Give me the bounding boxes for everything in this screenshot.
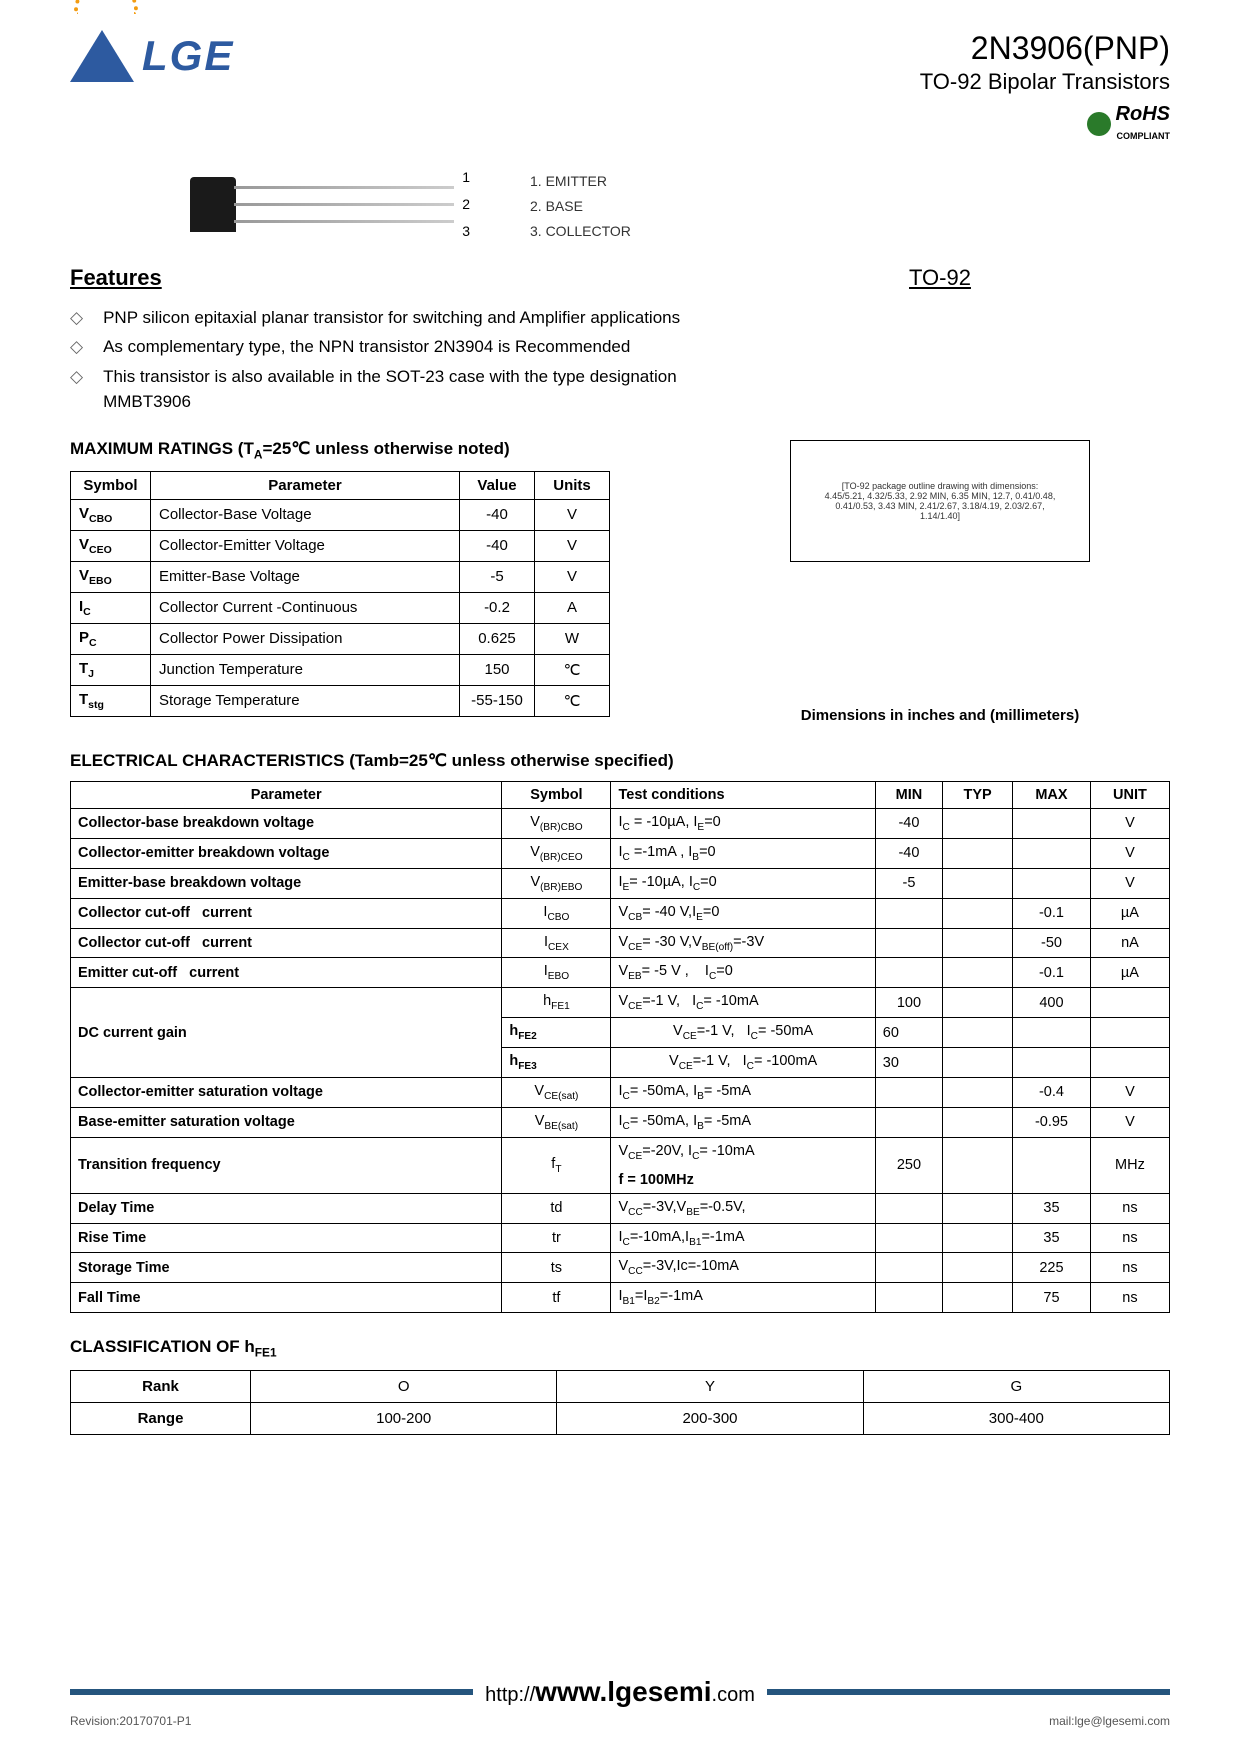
table-row: TJJunction Temperature150℃ — [71, 654, 610, 685]
header-right: 2N3906(PNP) TO-92 Bipolar Transistors Ro… — [920, 30, 1170, 144]
ec-table: Parameter Symbol Test conditions MIN TYP… — [70, 781, 1170, 1313]
table-row: Base-emitter saturation voltageVBE(sat)I… — [71, 1107, 1170, 1137]
electrical-characteristics: ELECTRICAL CHARACTERISTICS (Tamb=25℃ unl… — [70, 751, 1170, 1313]
feature-text: This transistor is also available in the… — [103, 364, 690, 415]
part-description: TO-92 Bipolar Transistors — [920, 69, 1170, 95]
rohs-leaf-icon — [1087, 112, 1111, 136]
classification-section: CLASSIFICATION OF hFE1 Rank O Y G Range … — [70, 1337, 1170, 1434]
table-row: Collector cut-off currentICBOVCB= -40 V,… — [71, 898, 1170, 928]
rank-y: Y — [557, 1370, 863, 1402]
rank-label: Rank — [71, 1370, 251, 1402]
pin-label-3: 3. COLLECTOR — [530, 219, 631, 244]
table-row: Transition frequencyfTVCE=-20V, IC= -10m… — [71, 1137, 1170, 1166]
footer-line-left — [70, 1689, 473, 1695]
footer-url: http://www.lgesemi.com — [485, 1676, 755, 1708]
part-number: 2N3906(PNP) — [920, 30, 1170, 67]
range-label: Range — [71, 1402, 251, 1434]
pin-legend: 1. EMITTER 2. BASE 3. COLLECTOR — [530, 169, 631, 245]
ec-heading: ELECTRICAL CHARACTERISTICS (Tamb=25℃ unl… — [70, 751, 1170, 771]
transistor-leads-icon — [234, 186, 454, 223]
table-row: VCBOCollector-Base Voltage-40V — [71, 499, 610, 530]
pin-numbers: 1 2 3 — [462, 169, 470, 239]
rank-o: O — [251, 1370, 557, 1402]
pin-num-3: 3 — [462, 223, 470, 239]
pin-num-2: 2 — [462, 196, 470, 212]
col-parameter: Parameter — [151, 471, 460, 499]
range-g: 300-400 — [863, 1402, 1169, 1434]
right-column: TO-92 [TO-92 package outline drawing wit… — [750, 265, 1130, 724]
table-row: VCEOCollector-Emitter Voltage-40V — [71, 530, 610, 561]
table-header-row: Symbol Parameter Value Units — [71, 471, 610, 499]
table-row: Emitter cut-off currentIEBOVEB= -5 V , I… — [71, 958, 1170, 988]
feature-text: PNP silicon epitaxial planar transistor … — [103, 305, 680, 331]
table-row: Rank O Y G — [71, 1370, 1170, 1402]
range-y: 200-300 — [557, 1402, 863, 1434]
classification-heading: CLASSIFICATION OF hFE1 — [70, 1337, 1170, 1359]
feature-item: ◇ This transistor is also available in th… — [70, 364, 690, 415]
pin-label-2: 2. BASE — [530, 194, 631, 219]
rohs-sublabel: COMPLIANT — [1117, 131, 1171, 141]
table-row: Collector-emitter saturation voltageVCE(… — [71, 1077, 1170, 1107]
table-row: ICCollector Current -Continuous-0.2A — [71, 592, 610, 623]
table-row: VEBOEmitter-Base Voltage-5V — [71, 561, 610, 592]
revision-text: Revision:20170701-P1 — [70, 1714, 191, 1728]
page-footer: http://www.lgesemi.com Revision:20170701… — [0, 1676, 1240, 1728]
ratings-heading: MAXIMUM RATINGS (TA=25℃ unless otherwise… — [70, 439, 690, 461]
table-row: Collector-emitter breakdown voltageV(BR)… — [71, 838, 1170, 868]
page-header: LGE 2N3906(PNP) TO-92 Bipolar Transistor… — [70, 30, 1170, 144]
table-row: Range 100-200 200-300 300-400 — [71, 1402, 1170, 1434]
pin-label-1: 1. EMITTER — [530, 169, 631, 194]
range-o: 100-200 — [251, 1402, 557, 1434]
diamond-icon: ◇ — [70, 364, 83, 415]
logo-text: LGE — [142, 32, 234, 80]
dimensions-caption: Dimensions in inches and (millimeters) — [750, 707, 1130, 724]
footer-line-right — [767, 1689, 1170, 1695]
rohs-badge: RoHS COMPLIANT — [1087, 103, 1170, 144]
package-outline-drawing: [TO-92 package outline drawing with dime… — [790, 440, 1090, 562]
table-row: Collector cut-off currentICEXVCE= -30 V,… — [71, 928, 1170, 958]
left-column: Features ◇ PNP silicon epitaxial planar t… — [70, 265, 690, 743]
component-image: 1 2 3 — [190, 169, 470, 239]
transistor-body-icon — [190, 177, 236, 232]
package-diagram: [TO-92 package outline drawing with dime… — [790, 311, 1090, 691]
diamond-icon: ◇ — [70, 334, 83, 360]
pin-num-1: 1 — [462, 169, 470, 185]
feature-item: ◇ PNP silicon epitaxial planar transistor… — [70, 305, 690, 331]
table-row: Storage TimetsVCC=-3V,Ic=-10mA225ns — [71, 1253, 1170, 1283]
features-heading: Features — [70, 265, 690, 291]
logo-triangle-icon — [70, 30, 134, 82]
col-symbol: Symbol — [71, 471, 151, 499]
table-row: Rise TimetrIC=-10mA,IB1=-1mA35ns — [71, 1223, 1170, 1253]
footer-sub: Revision:20170701-P1 mail:lge@lgesemi.co… — [70, 1714, 1170, 1728]
feature-item: ◇ As complementary type, the NPN transist… — [70, 334, 690, 360]
table-row: Emitter-base breakdown voltageV(BR)EBOIE… — [71, 868, 1170, 898]
table-row: DC current gainhFE1VCE=-1 V, IC= -10mA10… — [71, 988, 1170, 1018]
table-row: Collector-base breakdown voltageV(BR)CBO… — [71, 808, 1170, 838]
main-content: Features ◇ PNP silicon epitaxial planar t… — [70, 265, 1170, 743]
table-row: TstgStorage Temperature-55-150℃ — [71, 685, 610, 716]
table-row: Fall TimetfIB1=IB2=-1mA75ns — [71, 1283, 1170, 1313]
table-header-row: Parameter Symbol Test conditions MIN TYP… — [71, 781, 1170, 808]
mail-text: mail:lge@lgesemi.com — [1049, 1714, 1170, 1728]
rank-g: G — [863, 1370, 1169, 1402]
company-logo: LGE — [70, 30, 234, 82]
feature-text: As complementary type, the NPN transisto… — [103, 334, 630, 360]
rohs-label: RoHS — [1116, 103, 1170, 125]
component-pinout: 1 2 3 1. EMITTER 2. BASE 3. COLLECTOR — [190, 169, 1170, 245]
table-row: PCCollector Power Dissipation0.625W — [71, 623, 610, 654]
ratings-table: Symbol Parameter Value Units VCBOCollect… — [70, 471, 610, 717]
classification-table: Rank O Y G Range 100-200 200-300 300-400 — [70, 1370, 1170, 1435]
col-units: Units — [535, 471, 610, 499]
diamond-icon: ◇ — [70, 305, 83, 331]
footer-bar: http://www.lgesemi.com — [70, 1676, 1170, 1708]
table-row: Delay TimetdVCC=-3V,VBE=-0.5V,35ns — [71, 1193, 1170, 1223]
features-list: ◇ PNP silicon epitaxial planar transistor… — [70, 305, 690, 415]
col-value: Value — [460, 471, 535, 499]
package-heading: TO-92 — [909, 265, 971, 291]
